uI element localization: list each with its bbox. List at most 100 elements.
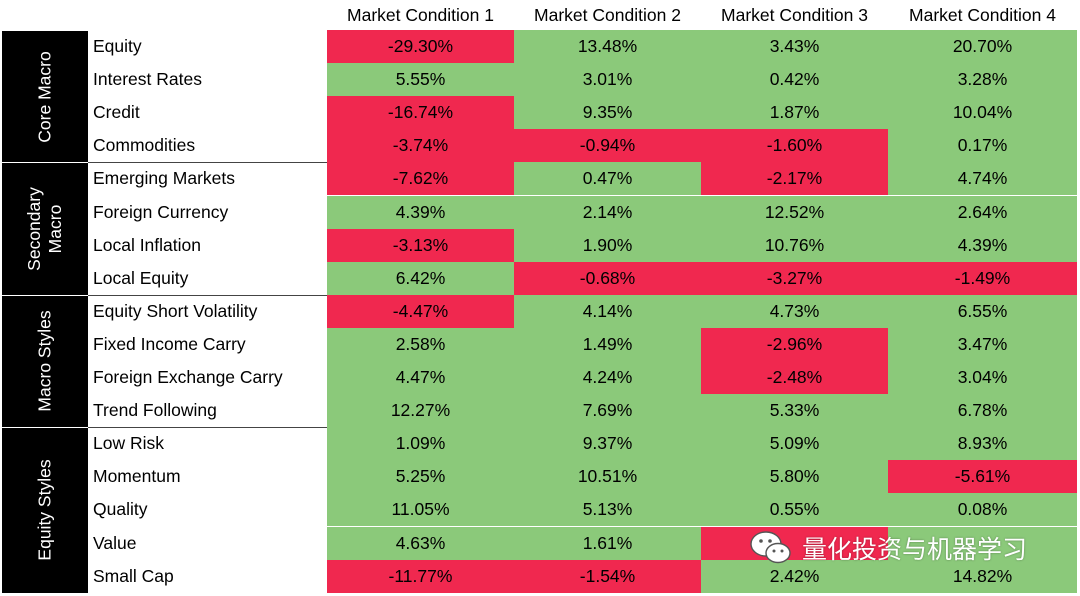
value-cell: -2.48% xyxy=(701,361,888,394)
value-cell: 0.17% xyxy=(888,129,1077,163)
row-label: Momentum xyxy=(93,466,181,487)
column-header: Market Condition 3 xyxy=(721,5,868,25)
value-cell: 4.74% xyxy=(888,162,1077,196)
row-label: Foreign Currency xyxy=(93,201,229,222)
value-cell: -16.74% xyxy=(327,96,514,130)
row-label: Local Equity xyxy=(93,267,189,288)
value-cell: -7.62% xyxy=(327,162,514,196)
value-cell: -4.47% xyxy=(327,294,514,328)
group-label-box: Equity Styles xyxy=(2,427,88,593)
row-label: Small Cap xyxy=(93,565,174,586)
value-cell: -11.77% xyxy=(327,559,514,593)
value-cell: 2.64% xyxy=(888,195,1077,229)
value-cell: 3.01% xyxy=(514,63,701,97)
value-cell: 11.05% xyxy=(327,493,514,527)
row-label: Equity Short Volatility xyxy=(93,300,258,321)
value-cell: -3.74% xyxy=(327,129,514,163)
value-cell: 5.80% xyxy=(701,460,888,494)
value-cell: 9.35% xyxy=(514,96,701,130)
value-cell: 4.73% xyxy=(701,294,888,328)
value-cell: 0.08% xyxy=(888,493,1077,527)
watermark: 量化投资与机器学习 xyxy=(748,528,1027,568)
value-cell: -0.68% xyxy=(514,261,701,295)
value-cell: -1.60% xyxy=(701,129,888,163)
value-cell: 8.93% xyxy=(888,427,1077,461)
value-cell: -5.61% xyxy=(888,460,1077,494)
value-cell: 4.14% xyxy=(514,294,701,328)
value-cell: 5.25% xyxy=(327,460,514,494)
value-cell: 12.52% xyxy=(701,195,888,229)
value-cell: 4.47% xyxy=(327,361,514,394)
value-cell: 3.47% xyxy=(888,327,1077,361)
row-label: Trend Following xyxy=(93,400,217,421)
row-label: Quality xyxy=(93,499,148,520)
value-cell: 3.28% xyxy=(888,63,1077,97)
column-header: Market Condition 1 xyxy=(347,5,494,25)
value-cell: 20.70% xyxy=(888,30,1077,63)
value-cell: -29.30% xyxy=(327,30,514,63)
group-label: Core Macro xyxy=(34,50,55,143)
value-cell: 4.24% xyxy=(514,361,701,394)
row-label: Value xyxy=(93,532,137,553)
value-cell xyxy=(701,526,888,560)
value-cell: 10.76% xyxy=(701,228,888,262)
row-label: Local Inflation xyxy=(93,234,201,255)
value-cell xyxy=(888,526,1077,560)
row-label: Low Risk xyxy=(93,433,164,454)
value-cell: 1.90% xyxy=(514,228,701,262)
row-label: Fixed Income Carry xyxy=(93,333,246,354)
value-cell: -2.96% xyxy=(701,327,888,361)
value-cell: -3.13% xyxy=(327,228,514,262)
row-label: Foreign Exchange Carry xyxy=(93,367,283,387)
value-cell: 14.82% xyxy=(888,559,1077,593)
value-cell: 0.42% xyxy=(701,63,888,97)
value-cell: 13.48% xyxy=(514,30,701,63)
watermark-text: 量化投资与机器学习 xyxy=(802,536,1028,564)
value-cell: 6.55% xyxy=(888,294,1077,328)
value-cell: 1.87% xyxy=(701,96,888,130)
value-cell: 2.58% xyxy=(327,327,514,361)
value-cell: 0.47% xyxy=(514,162,701,196)
value-cell: 2.14% xyxy=(514,195,701,229)
wechat-icon xyxy=(750,531,791,564)
value-cell: 6.42% xyxy=(327,261,514,295)
group-label: Equity Styles xyxy=(34,459,55,562)
row-label: Credit xyxy=(93,102,140,123)
group-label-box: Secondary Macro xyxy=(2,162,88,295)
value-cell: 3.04% xyxy=(888,361,1077,394)
value-cell: 4.39% xyxy=(327,195,514,229)
group-label-box: Core Macro xyxy=(2,30,88,163)
value-cell: 0.55% xyxy=(701,493,888,527)
value-cell: -3.27% xyxy=(701,261,888,295)
value-cell: 5.13% xyxy=(514,493,701,527)
group-label: Secondary Macro xyxy=(24,187,65,271)
value-cell: -2.17% xyxy=(701,162,888,196)
value-cell: 12.27% xyxy=(327,394,514,428)
value-cell: 1.61% xyxy=(514,526,701,560)
value-cell: 10.51% xyxy=(514,460,701,494)
value-cell: -1.54% xyxy=(514,559,701,593)
value-cell: 9.37% xyxy=(514,427,701,461)
value-cell: 5.55% xyxy=(327,63,514,97)
value-cell: 7.69% xyxy=(514,394,701,428)
value-cell: 2.42% xyxy=(701,559,888,593)
value-cell: 1.49% xyxy=(514,327,701,361)
value-cell: -0.94% xyxy=(514,129,701,163)
value-cell: 5.09% xyxy=(701,427,888,461)
row-label: Emerging Markets xyxy=(93,168,235,189)
value-cell: 6.78% xyxy=(888,394,1077,428)
value-cell: 3.43% xyxy=(701,30,888,63)
value-cell: 10.04% xyxy=(888,96,1077,130)
value-cell: 1.09% xyxy=(327,427,514,461)
row-label: Equity xyxy=(93,36,142,56)
column-header: Market Condition 2 xyxy=(534,5,681,25)
value-cell: 4.39% xyxy=(888,228,1077,262)
row-label: Commodities xyxy=(93,135,196,156)
value-cell: 5.33% xyxy=(701,394,888,428)
value-cell: -1.49% xyxy=(888,261,1077,295)
row-label: Interest Rates xyxy=(93,69,202,90)
group-label: Macro Styles xyxy=(34,310,55,413)
value-cell: 4.63% xyxy=(327,526,514,560)
column-header: Market Condition 4 xyxy=(909,5,1056,25)
